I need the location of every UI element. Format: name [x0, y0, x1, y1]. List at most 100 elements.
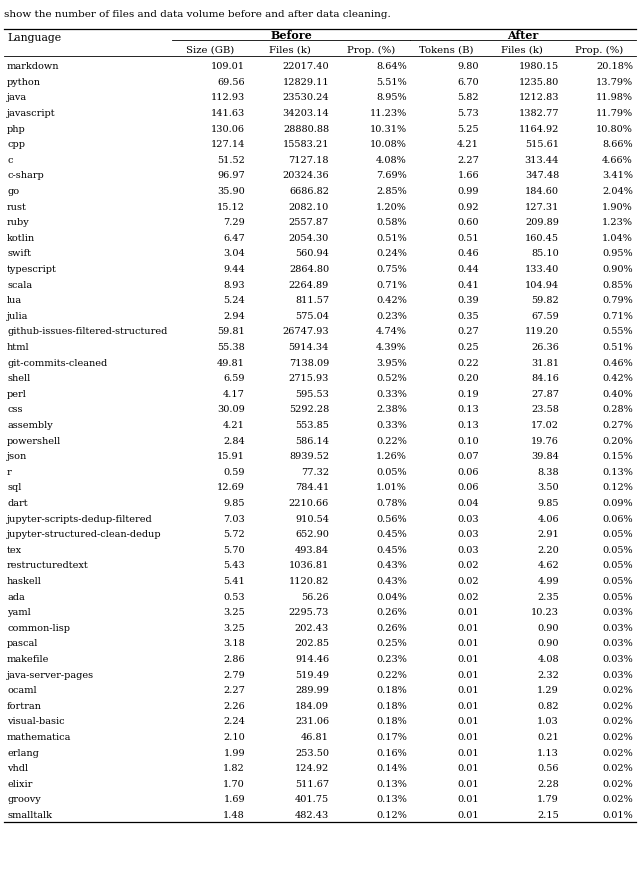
Text: 8.64%: 8.64% — [376, 62, 407, 71]
Text: 519.49: 519.49 — [295, 670, 329, 679]
Text: 1.01%: 1.01% — [376, 483, 407, 492]
Text: 22017.40: 22017.40 — [282, 62, 329, 71]
Text: 0.01: 0.01 — [458, 701, 479, 710]
Text: 39.84: 39.84 — [531, 452, 559, 461]
Text: 914.46: 914.46 — [295, 654, 329, 663]
Text: 2715.93: 2715.93 — [289, 374, 329, 382]
Text: 46.81: 46.81 — [301, 732, 329, 741]
Text: 0.85%: 0.85% — [602, 280, 633, 289]
Text: 10.23: 10.23 — [531, 607, 559, 616]
Text: 0.01: 0.01 — [458, 747, 479, 757]
Text: sql: sql — [7, 483, 21, 492]
Text: 0.01: 0.01 — [458, 623, 479, 632]
Text: visual-basic: visual-basic — [7, 717, 65, 726]
Text: 119.20: 119.20 — [525, 327, 559, 336]
Text: 586.14: 586.14 — [295, 436, 329, 445]
Text: 0.24%: 0.24% — [376, 249, 407, 258]
Text: 0.95%: 0.95% — [602, 249, 633, 258]
Text: groovy: groovy — [7, 794, 41, 804]
Text: dart: dart — [7, 499, 28, 507]
Text: 0.02%: 0.02% — [602, 763, 633, 773]
Text: 2.84: 2.84 — [223, 436, 245, 445]
Text: perl: perl — [7, 389, 27, 398]
Text: 23530.24: 23530.24 — [282, 93, 329, 103]
Text: 59.82: 59.82 — [531, 295, 559, 305]
Text: 0.05%: 0.05% — [602, 592, 633, 600]
Text: elixir: elixir — [7, 779, 33, 788]
Text: pascal: pascal — [7, 639, 38, 647]
Text: 0.04%: 0.04% — [376, 592, 407, 600]
Text: 0.01%: 0.01% — [602, 810, 633, 819]
Text: 11.79%: 11.79% — [596, 109, 633, 118]
Text: 5.82: 5.82 — [458, 93, 479, 103]
Text: 2.35: 2.35 — [537, 592, 559, 600]
Text: 1.20%: 1.20% — [376, 202, 407, 211]
Text: 0.58%: 0.58% — [376, 218, 407, 227]
Text: 51.52: 51.52 — [217, 156, 245, 164]
Text: 23.58: 23.58 — [531, 405, 559, 414]
Text: 2.85%: 2.85% — [376, 187, 407, 196]
Text: 9.80: 9.80 — [458, 62, 479, 71]
Text: Before: Before — [270, 30, 312, 41]
Text: 31.81: 31.81 — [531, 358, 559, 367]
Text: 5914.34: 5914.34 — [289, 342, 329, 352]
Text: 0.15%: 0.15% — [602, 452, 633, 461]
Text: 0.12%: 0.12% — [376, 810, 407, 819]
Text: 0.03%: 0.03% — [602, 654, 633, 663]
Text: 0.03: 0.03 — [458, 529, 479, 539]
Text: 0.14%: 0.14% — [376, 763, 407, 773]
Text: 0.03: 0.03 — [458, 545, 479, 554]
Text: 2.10: 2.10 — [223, 732, 245, 741]
Text: 401.75: 401.75 — [295, 794, 329, 804]
Text: 0.16%: 0.16% — [376, 747, 407, 757]
Text: 0.56%: 0.56% — [376, 514, 407, 523]
Text: 1.26%: 1.26% — [376, 452, 407, 461]
Text: java: java — [7, 93, 27, 103]
Text: 0.10: 0.10 — [458, 436, 479, 445]
Text: After: After — [508, 30, 539, 41]
Text: 4.21: 4.21 — [223, 421, 245, 429]
Text: 0.78%: 0.78% — [376, 499, 407, 507]
Text: 0.27: 0.27 — [457, 327, 479, 336]
Text: 0.05%: 0.05% — [602, 529, 633, 539]
Text: 1.79: 1.79 — [537, 794, 559, 804]
Text: 811.57: 811.57 — [295, 295, 329, 305]
Text: 8.95%: 8.95% — [376, 93, 407, 103]
Text: 0.02%: 0.02% — [602, 747, 633, 757]
Text: 0.45%: 0.45% — [376, 529, 407, 539]
Text: 0.09%: 0.09% — [602, 499, 633, 507]
Text: 0.18%: 0.18% — [376, 701, 407, 710]
Text: 0.17%: 0.17% — [376, 732, 407, 741]
Text: powershell: powershell — [7, 436, 61, 445]
Text: 1.70: 1.70 — [223, 779, 245, 788]
Text: 2.28: 2.28 — [537, 779, 559, 788]
Text: 0.02: 0.02 — [458, 561, 479, 570]
Text: 1.03: 1.03 — [537, 717, 559, 726]
Text: 2210.66: 2210.66 — [289, 499, 329, 507]
Text: 8.66%: 8.66% — [602, 140, 633, 149]
Text: 1980.15: 1980.15 — [519, 62, 559, 71]
Text: 0.22%: 0.22% — [376, 436, 407, 445]
Text: 0.13%: 0.13% — [376, 779, 407, 788]
Text: 0.01: 0.01 — [458, 654, 479, 663]
Text: erlang: erlang — [7, 747, 39, 757]
Text: 5292.28: 5292.28 — [289, 405, 329, 414]
Text: 10.31%: 10.31% — [370, 124, 407, 134]
Text: 7127.18: 7127.18 — [289, 156, 329, 164]
Text: 652.90: 652.90 — [295, 529, 329, 539]
Text: 10.80%: 10.80% — [596, 124, 633, 134]
Text: 0.90%: 0.90% — [602, 265, 633, 274]
Text: typescript: typescript — [7, 265, 57, 274]
Text: 3.25: 3.25 — [223, 607, 245, 616]
Text: github-issues-filtered-structured: github-issues-filtered-structured — [7, 327, 168, 336]
Text: 130.06: 130.06 — [211, 124, 245, 134]
Text: 0.44: 0.44 — [457, 265, 479, 274]
Text: 560.94: 560.94 — [295, 249, 329, 258]
Text: 3.25: 3.25 — [223, 623, 245, 632]
Text: 0.33%: 0.33% — [376, 421, 407, 429]
Text: cpp: cpp — [7, 140, 25, 149]
Text: 1.66: 1.66 — [458, 171, 479, 180]
Text: 34203.14: 34203.14 — [282, 109, 329, 118]
Text: 0.46: 0.46 — [458, 249, 479, 258]
Text: php: php — [7, 124, 26, 134]
